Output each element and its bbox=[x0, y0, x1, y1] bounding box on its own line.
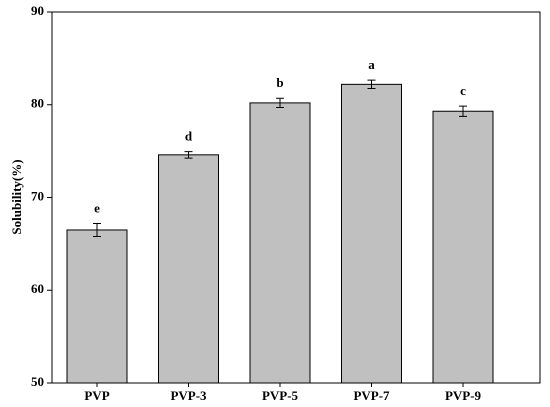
y-axis-label: Solubility(%) bbox=[9, 159, 24, 234]
x-tick-label: PVP-9 bbox=[445, 388, 482, 403]
y-tick-label: 70 bbox=[31, 188, 44, 203]
x-tick-label: PVP-7 bbox=[353, 388, 390, 403]
error-bar bbox=[459, 105, 467, 117]
plot-frame bbox=[51, 11, 541, 384]
annotation: a bbox=[368, 57, 375, 72]
x-tick-label: PVP bbox=[84, 388, 109, 403]
y-tick-label: 80 bbox=[31, 96, 44, 111]
annotation: d bbox=[185, 129, 193, 144]
bar bbox=[158, 154, 219, 384]
y-tick-label: 50 bbox=[31, 374, 44, 389]
annotation: b bbox=[276, 75, 283, 90]
y-tick-label: 60 bbox=[31, 281, 44, 296]
error-bar bbox=[276, 97, 284, 109]
bar bbox=[66, 229, 128, 384]
error-bar bbox=[184, 151, 193, 159]
error-bar bbox=[367, 79, 376, 90]
bar bbox=[341, 83, 402, 384]
bar bbox=[249, 102, 311, 384]
x-tick-label: PVP-5 bbox=[262, 388, 299, 403]
error-bar bbox=[93, 222, 101, 237]
y-tick-label: 90 bbox=[31, 3, 44, 18]
annotation: e bbox=[94, 200, 100, 215]
annotation: c bbox=[460, 83, 466, 98]
x-tick-label: PVP-3 bbox=[170, 388, 207, 403]
bar bbox=[432, 110, 494, 384]
